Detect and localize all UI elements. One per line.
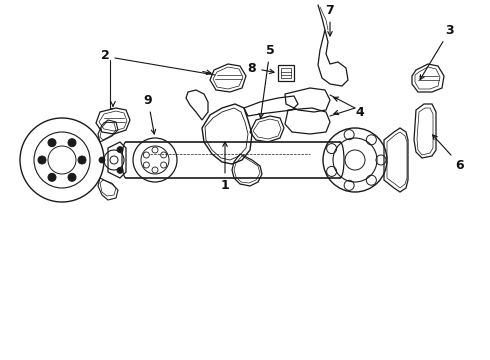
Text: 2: 2 bbox=[100, 49, 109, 62]
Circle shape bbox=[99, 157, 105, 163]
Text: 4: 4 bbox=[356, 105, 365, 118]
Circle shape bbox=[78, 156, 86, 164]
Circle shape bbox=[117, 167, 123, 174]
Circle shape bbox=[48, 139, 56, 147]
Text: 6: 6 bbox=[433, 135, 465, 171]
Text: 1: 1 bbox=[220, 142, 229, 192]
Text: 9: 9 bbox=[144, 94, 156, 134]
Text: 8: 8 bbox=[247, 62, 274, 75]
Text: 3: 3 bbox=[420, 23, 454, 80]
Circle shape bbox=[48, 173, 56, 181]
Text: 5: 5 bbox=[259, 44, 274, 118]
Circle shape bbox=[117, 147, 123, 153]
Circle shape bbox=[68, 173, 76, 181]
Text: 7: 7 bbox=[326, 4, 334, 36]
Circle shape bbox=[68, 139, 76, 147]
Circle shape bbox=[38, 156, 46, 164]
